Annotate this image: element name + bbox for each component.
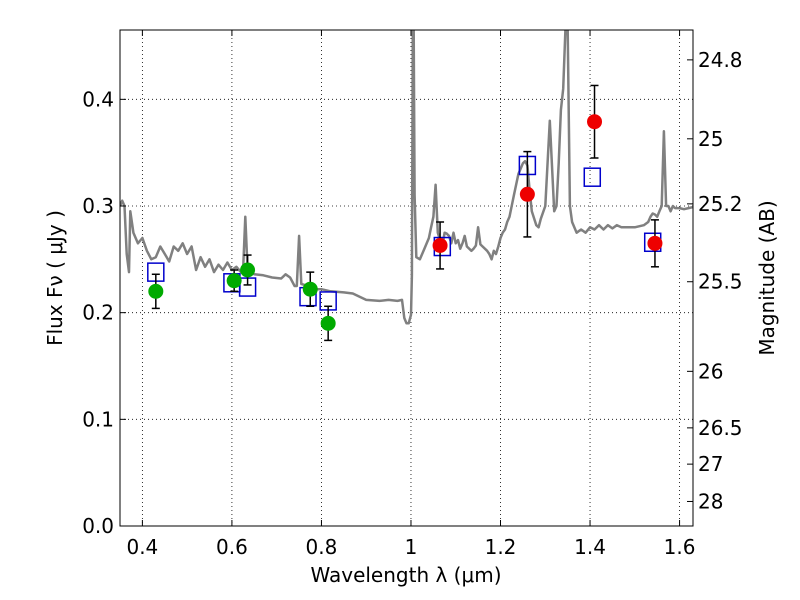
observed-point bbox=[226, 273, 242, 289]
right-tick-label: 26.5 bbox=[698, 416, 743, 440]
x-tick-label: 0.4 bbox=[126, 535, 158, 559]
ticks-layer: 0.4 0.6 0.8 1 1.2 1.4 1.6 0.0 0.1 0.2 0.3 0.4 24.8 25… bbox=[82, 30, 743, 559]
plot-background bbox=[120, 30, 693, 526]
series-layer bbox=[120, 30, 693, 342]
right-tick-label: 27 bbox=[698, 452, 723, 476]
y-axis-label: Flux Fν ( μJy ) bbox=[43, 210, 67, 346]
right-tick-label: 25 bbox=[698, 127, 723, 151]
observed-point bbox=[148, 283, 164, 299]
observed-point bbox=[320, 315, 336, 331]
x-tick-label: 0.6 bbox=[216, 535, 248, 559]
observed-point bbox=[302, 281, 318, 297]
x-tick-label: 1.6 bbox=[664, 535, 696, 559]
observed-point bbox=[240, 262, 256, 278]
right-tick-label: 25.2 bbox=[698, 192, 743, 216]
observed-point bbox=[432, 237, 448, 253]
model-photometry-square bbox=[583, 167, 602, 187]
right-tick-label: 25.5 bbox=[698, 270, 743, 294]
y-tick-label: 0.3 bbox=[82, 194, 114, 218]
right-tick-label: 28 bbox=[698, 489, 723, 513]
observed-point bbox=[519, 186, 535, 202]
right-tick-label: 24.8 bbox=[698, 48, 743, 72]
y-tick-label: 0.2 bbox=[82, 301, 114, 325]
x-axis-label: Wavelength λ (μm) bbox=[310, 563, 501, 587]
y-tick-label: 0.1 bbox=[82, 407, 114, 431]
x-tick-label: 0.8 bbox=[306, 535, 338, 559]
y-tick-label: 0.4 bbox=[82, 87, 114, 111]
x-tick-label: 1.4 bbox=[574, 535, 606, 559]
y-tick-label: 0.0 bbox=[82, 514, 114, 538]
right-tick-label: 26 bbox=[698, 359, 723, 383]
x-tick-label: 1 bbox=[405, 535, 418, 559]
x-tick-label: 1.2 bbox=[485, 535, 517, 559]
observed-point bbox=[587, 114, 603, 130]
y-right-axis-label: Magnitude (AB) bbox=[755, 200, 779, 355]
spectrum-line bbox=[120, 30, 693, 325]
observed-point bbox=[647, 235, 663, 251]
plot-frame bbox=[119, 29, 694, 527]
